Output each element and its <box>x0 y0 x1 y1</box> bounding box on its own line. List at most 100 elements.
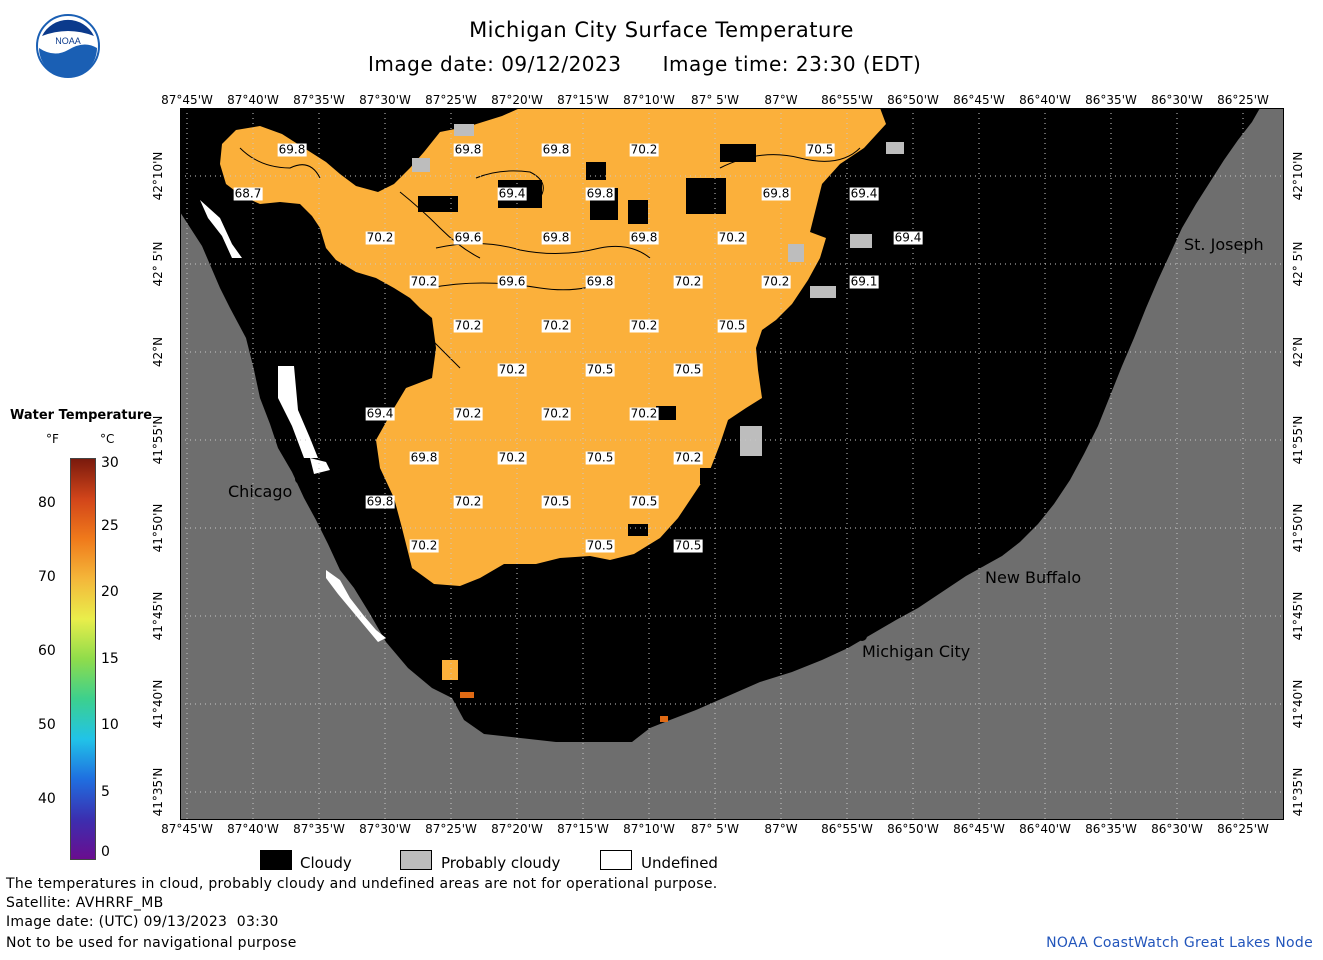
image-datetime: Image date: 09/12/2023 Image time: 23:30… <box>368 52 921 76</box>
lon-tick-label: 87°W <box>764 822 798 836</box>
temperature-label: 69.4 <box>893 230 923 245</box>
legend-probably-cloudy-swatch <box>400 850 432 870</box>
colorbar-unit-f: °F <box>46 432 59 446</box>
temperature-label: 70.5 <box>585 362 615 377</box>
temperature-label: 70.5 <box>673 538 703 553</box>
lon-tick-label: 87°30'W <box>359 93 411 107</box>
temperature-label: 69.8 <box>761 186 791 201</box>
lon-tick-label: 87°30'W <box>359 822 411 836</box>
city-michigan-city: Michigan City <box>862 642 971 661</box>
lat-tick-label: 42°N <box>1291 336 1305 368</box>
lon-tick-label: 86°35'W <box>1085 822 1137 836</box>
temperature-label: 69.8 <box>453 142 483 157</box>
lon-tick-label: 87°W <box>764 93 798 107</box>
temperature-label: 70.2 <box>717 230 747 245</box>
colorbar-f-tick: 50 <box>38 717 56 733</box>
colorbar-c-tick: 15 <box>101 651 119 667</box>
colorbar-c-tick: 30 <box>101 455 119 471</box>
temperature-label: 68.7 <box>233 186 263 201</box>
probably-cloudy-areas <box>412 124 904 456</box>
noaa-logo: NOAA <box>36 14 100 78</box>
warm-spot <box>460 692 474 698</box>
logo-text: NOAA <box>55 36 81 46</box>
footer-utc-date: Image date: (UTC) 09/13/2023 03:30 <box>6 914 279 930</box>
lon-tick-label: 86°25'W <box>1217 93 1269 107</box>
temperature-label: 69.8 <box>365 494 395 509</box>
temperature-label: 70.5 <box>541 494 571 509</box>
temperature-label: 70.2 <box>541 406 571 421</box>
temperature-map <box>180 108 1284 820</box>
lat-tick-label: 41°40'N <box>151 679 165 729</box>
image-time: Image time: 23:30 (EDT) <box>662 52 922 76</box>
lat-tick-label: 41°45'N <box>151 591 165 641</box>
temperature-label: 70.2 <box>453 318 483 333</box>
temperature-label: 69.6 <box>497 274 527 289</box>
temperature-label: 69.4 <box>497 186 527 201</box>
temperature-label: 70.2 <box>629 318 659 333</box>
temperature-label: 69.8 <box>585 186 615 201</box>
colorbar-f-tick: 70 <box>38 569 56 585</box>
colorbar-c-tick: 20 <box>101 584 119 600</box>
lon-tick-label: 86°30'W <box>1151 93 1203 107</box>
temperature-label: 70.5 <box>585 538 615 553</box>
lon-tick-label: 86°50'W <box>887 93 939 107</box>
lat-tick-label: 42°10'N <box>151 151 165 201</box>
isotherm-lines <box>239 147 861 369</box>
colorbar-c-tick: 25 <box>101 518 119 534</box>
temperature-label: 69.4 <box>849 186 879 201</box>
cloud-patches <box>418 144 756 536</box>
warm-spot <box>442 660 458 680</box>
image-date: Image date: 09/12/2023 <box>368 52 622 76</box>
lat-tick-label: 41°50'N <box>1291 503 1305 553</box>
city-st-joseph: St. Joseph <box>1184 235 1264 254</box>
map-border <box>180 108 1284 820</box>
temperature-label: 70.2 <box>453 406 483 421</box>
lon-tick-label: 87°45'W <box>161 93 213 107</box>
temperature-label: 70.5 <box>717 318 747 333</box>
lon-tick-label: 86°45'W <box>953 93 1005 107</box>
lon-tick-label: 87°35'W <box>293 93 345 107</box>
lon-tick-label: 87°40'W <box>227 822 279 836</box>
legend-cloudy-swatch <box>260 850 292 870</box>
temperature-label: 70.2 <box>365 230 395 245</box>
legend-undefined-swatch <box>600 850 632 870</box>
colorbar-c-tick: 5 <box>101 784 110 800</box>
lon-tick-label: 87° 5'W <box>691 822 739 836</box>
lat-tick-label: 41°55'N <box>151 415 165 465</box>
temperature-label: 70.5 <box>585 450 615 465</box>
colorbar-c-tick: 10 <box>101 717 119 733</box>
temperature-label: 69.8 <box>277 142 307 157</box>
lat-tick-label: 42°N <box>151 336 165 368</box>
temperature-label: 70.2 <box>761 274 791 289</box>
lon-tick-label: 87°25'W <box>425 93 477 107</box>
temperature-label: 70.2 <box>453 494 483 509</box>
colorbar-f-tick: 40 <box>38 791 56 807</box>
lat-tick-label: 42°10'N <box>1291 151 1305 201</box>
temperature-label: 70.5 <box>629 494 659 509</box>
graticule <box>180 108 1284 820</box>
lat-tick-label: 41°40'N <box>1291 679 1305 729</box>
lat-tick-label: 42° 5'N <box>151 241 165 287</box>
lat-tick-label: 41°45'N <box>1291 591 1305 641</box>
lat-tick-label: 41°50'N <box>151 503 165 553</box>
city-new-buffalo: New Buffalo <box>985 568 1082 587</box>
lon-tick-label: 86°40'W <box>1019 822 1071 836</box>
temperature-label: 70.5 <box>673 362 703 377</box>
colorbar-f-tick: 60 <box>38 643 56 659</box>
warm-water-region <box>220 108 886 586</box>
temperature-label: 69.4 <box>365 406 395 421</box>
colorbar <box>70 458 96 860</box>
lat-tick-label: 42° 5'N <box>1291 241 1305 287</box>
temperature-label: 70.2 <box>497 450 527 465</box>
temperature-label: 70.5 <box>805 142 835 157</box>
footer-credit: NOAA CoastWatch Great Lakes Node <box>1046 935 1313 951</box>
colorbar-c-tick: 0 <box>101 844 110 860</box>
legend-cloudy-label: Cloudy <box>300 854 352 872</box>
lon-tick-label: 86°55'W <box>821 93 873 107</box>
lon-tick-label: 87°45'W <box>161 822 213 836</box>
lon-tick-label: 86°25'W <box>1217 822 1269 836</box>
temperature-label: 70.2 <box>629 142 659 157</box>
lat-tick-label: 41°35'N <box>151 767 165 817</box>
lat-tick-label: 41°35'N <box>1291 767 1305 817</box>
temperature-label: 70.2 <box>541 318 571 333</box>
